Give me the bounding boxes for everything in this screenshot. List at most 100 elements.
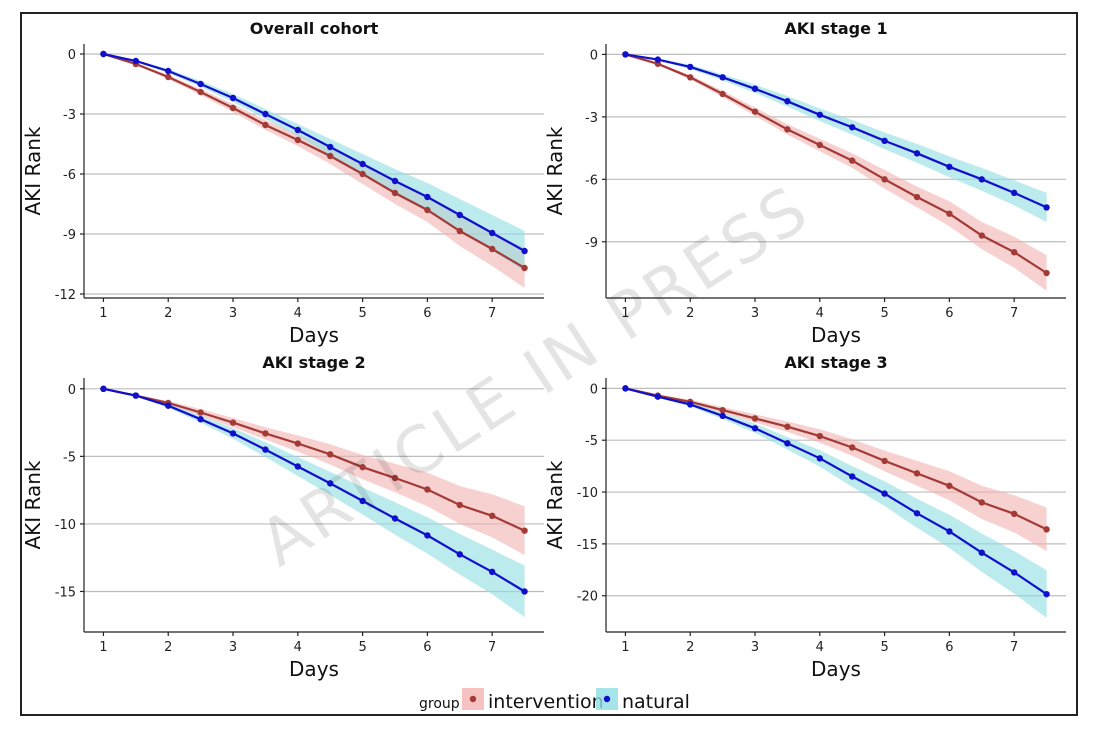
data-point-natural <box>1010 189 1018 197</box>
x-tick-label: 3 <box>751 306 759 321</box>
data-point-intervention <box>913 470 921 477</box>
y-tick-label: -20 <box>577 590 598 605</box>
y-tick-label: -12 <box>55 288 76 303</box>
series-line-natural <box>103 52 526 252</box>
data-point-intervention <box>978 499 985 506</box>
data-point-natural <box>848 124 856 131</box>
data-point-natural <box>622 385 629 392</box>
data-point-natural <box>229 94 237 102</box>
panel-2: AKI stage 1 0 -3 -6 -9 1 2 3 4 5 6 7 Days AKI Rank <box>543 19 1066 347</box>
data-point-natural <box>132 392 140 399</box>
data-point-natural <box>784 98 791 105</box>
data-point-intervention <box>229 104 237 112</box>
data-point-intervention <box>521 264 528 272</box>
data-point-natural <box>424 532 431 539</box>
data-point-natural <box>913 510 921 517</box>
y-tick-label: -3 <box>585 111 598 126</box>
x-tick-label: 3 <box>751 640 759 655</box>
data-point-natural <box>294 126 302 134</box>
y-tick-label: 0 <box>590 48 598 63</box>
data-point-natural <box>197 80 204 88</box>
data-point-natural <box>488 229 496 237</box>
data-point-intervention <box>424 206 431 214</box>
data-point-intervention <box>848 444 856 451</box>
data-point-natural <box>978 549 985 556</box>
x-tick-label: 2 <box>164 306 172 321</box>
y-tick-label: -5 <box>63 450 76 465</box>
y-tick-label: -9 <box>63 228 76 243</box>
data-point-natural <box>100 385 107 393</box>
data-point-intervention <box>816 141 824 149</box>
data-point-intervention <box>359 463 366 471</box>
data-point-natural <box>719 74 726 81</box>
y-tick-label: -9 <box>585 236 598 251</box>
data-point-intervention <box>751 415 759 422</box>
y-axis-label: AKI Rank <box>22 460 45 549</box>
legend-key-dot <box>469 695 477 703</box>
x-axis-label: Days <box>811 323 861 347</box>
panel-4: AKI stage 3 0 -5 -10 -15 -20 1 2 3 4 5 6 7 Days AKI Ra… <box>543 353 1066 681</box>
data-point-natural <box>881 137 888 145</box>
data-point-intervention <box>946 210 953 217</box>
series-line-intervention <box>103 387 526 532</box>
x-tick-label: 7 <box>488 640 496 655</box>
data-point-intervention <box>294 440 302 447</box>
data-point-natural <box>913 150 921 157</box>
data-point-intervention <box>488 245 496 253</box>
y-tick-label: -15 <box>577 538 598 553</box>
x-tick-label: 6 <box>423 640 431 655</box>
panel-title: Overall cohort <box>250 19 379 38</box>
legend-title: group <box>419 696 460 712</box>
legend-label: natural <box>622 691 690 713</box>
x-tick-label: 7 <box>1010 306 1018 321</box>
x-tick-label: 6 <box>423 306 431 321</box>
data-point-intervention <box>913 193 921 201</box>
panel-1: Overall cohort 0 -3 -6 -9 -12 1 2 3 4 5 6 7 Days AKI R… <box>22 19 544 347</box>
data-point-natural <box>294 463 302 470</box>
legend: group intervention natural <box>419 688 690 713</box>
data-point-intervention <box>262 430 269 437</box>
y-tick-label: 0 <box>590 382 598 397</box>
legend-item-intervention: intervention <box>462 688 604 713</box>
y-tick-label: -10 <box>577 486 598 501</box>
legend-label: intervention <box>488 691 604 713</box>
x-tick-label: 1 <box>99 640 107 655</box>
y-tick-label: -5 <box>585 434 598 449</box>
x-tick-label: 5 <box>358 640 366 655</box>
series-line-intervention <box>625 387 1048 531</box>
data-point-intervention <box>359 170 366 178</box>
x-axis-label: Days <box>289 657 339 681</box>
data-point-intervention <box>262 121 269 129</box>
data-point-natural <box>687 401 694 408</box>
y-tick-label: 0 <box>68 383 76 398</box>
data-point-intervention <box>816 432 824 440</box>
y-axis-label: AKI Rank <box>22 126 45 215</box>
data-point-natural <box>816 455 824 462</box>
x-tick-label: 4 <box>294 640 302 655</box>
panels: Overall cohort 0 -3 -6 -9 -12 1 2 3 4 5 6 7 Days AKI R… <box>22 19 1066 681</box>
data-point-natural <box>687 63 694 71</box>
data-point-natural <box>946 528 953 535</box>
data-point-natural <box>978 176 985 183</box>
data-point-intervention <box>456 227 463 235</box>
data-point-intervention <box>881 457 888 465</box>
y-tick-label: -6 <box>63 168 76 183</box>
data-point-intervention <box>784 126 791 133</box>
y-tick-label: 0 <box>68 48 76 63</box>
data-point-natural <box>1010 569 1018 576</box>
x-tick-label: 7 <box>488 306 496 321</box>
data-point-natural <box>456 211 463 219</box>
x-tick-label: 3 <box>229 306 237 321</box>
data-point-intervention <box>391 189 399 197</box>
data-point-intervention <box>424 486 431 493</box>
series-line-intervention <box>103 52 526 269</box>
series-line-natural <box>625 53 1048 209</box>
data-point-natural <box>229 430 237 437</box>
x-tick-label: 4 <box>816 306 824 321</box>
y-axis-label: AKI Rank <box>543 460 567 549</box>
x-tick-label: 6 <box>945 640 953 655</box>
data-point-intervention <box>978 232 985 239</box>
data-point-natural <box>816 111 824 118</box>
x-tick-label: 7 <box>1010 640 1018 655</box>
x-tick-label: 2 <box>686 640 694 655</box>
